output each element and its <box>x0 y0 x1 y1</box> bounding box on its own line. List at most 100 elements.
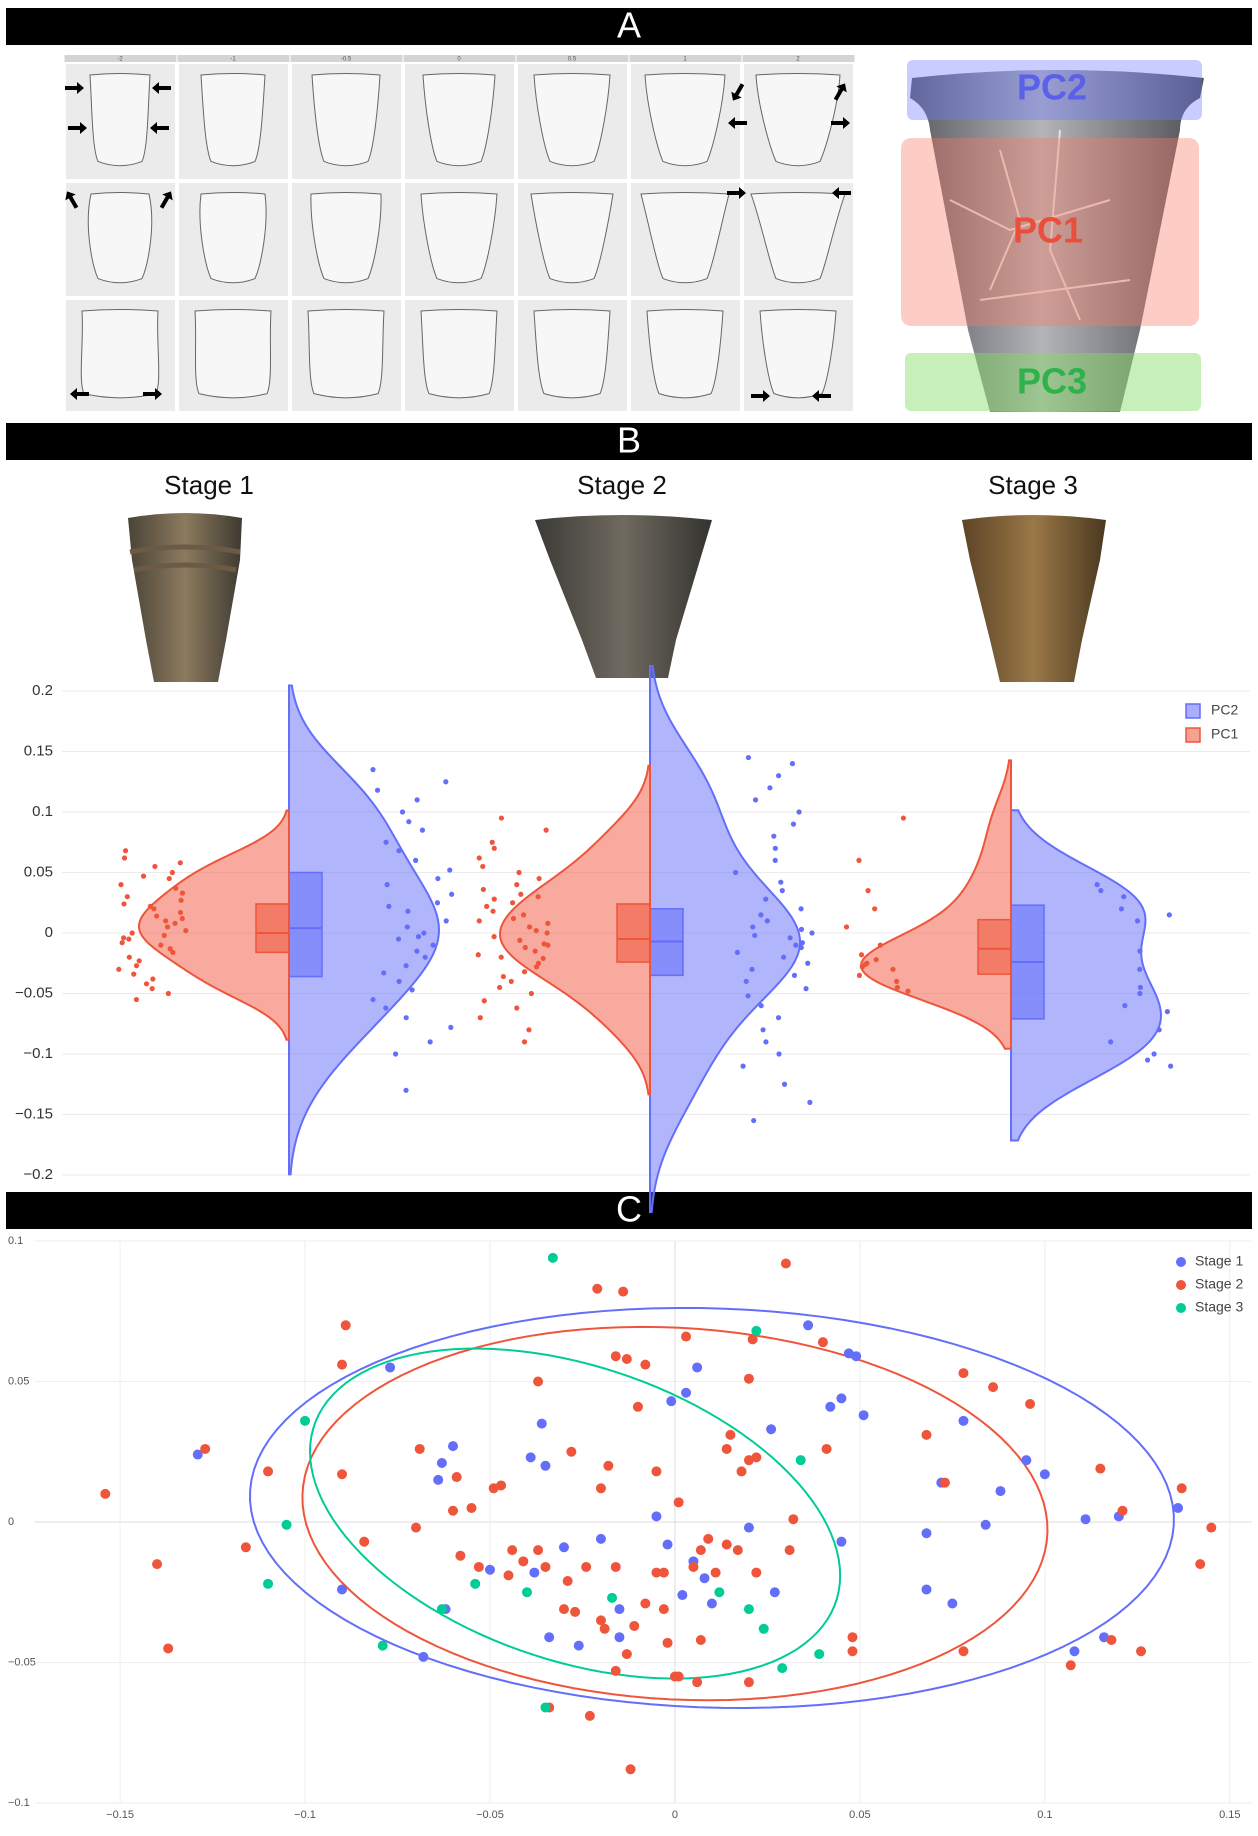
point <box>490 840 495 845</box>
point <box>405 909 410 914</box>
point <box>1121 894 1126 899</box>
point <box>148 904 153 909</box>
point <box>337 1360 347 1370</box>
point <box>423 955 428 960</box>
point <box>700 1573 710 1583</box>
point <box>100 1489 110 1499</box>
point <box>744 1523 754 1533</box>
point <box>178 898 183 903</box>
point <box>172 921 177 926</box>
point <box>1138 985 1143 990</box>
point <box>241 1542 251 1552</box>
point <box>448 1441 458 1451</box>
point <box>123 848 128 853</box>
point <box>663 1539 673 1549</box>
point <box>162 933 167 938</box>
box <box>978 920 1011 974</box>
point <box>421 930 426 935</box>
point <box>865 888 870 893</box>
point <box>443 779 448 784</box>
legend-label: Stage 1 <box>1195 1253 1243 1269</box>
point <box>170 950 175 955</box>
page: A B C -2-1-0.500.512 PC2 PC1 PC3 0.20.15… <box>0 0 1258 1836</box>
point <box>1025 1399 1035 1409</box>
point <box>696 1635 706 1645</box>
point <box>428 1039 433 1044</box>
point <box>674 1497 684 1507</box>
point <box>1206 1523 1216 1533</box>
point <box>659 1604 669 1614</box>
point <box>895 985 900 990</box>
point <box>416 934 421 939</box>
point <box>722 1539 732 1549</box>
point <box>805 961 810 966</box>
point <box>592 1284 602 1294</box>
point <box>1137 991 1142 996</box>
point <box>770 1587 780 1597</box>
point <box>958 1416 968 1426</box>
y-tick-label: 0.05 <box>8 1375 29 1387</box>
point <box>611 1351 621 1361</box>
y-tick-label: 0 <box>8 1516 14 1528</box>
point <box>127 955 132 960</box>
point <box>782 1082 787 1087</box>
point <box>130 930 135 935</box>
point <box>518 892 523 897</box>
point <box>430 943 435 948</box>
point <box>836 1393 846 1403</box>
point <box>688 1562 698 1572</box>
point <box>607 1593 617 1603</box>
shape-outline <box>760 310 836 398</box>
point <box>447 867 452 872</box>
point <box>370 997 375 1002</box>
point <box>449 892 454 897</box>
shape-grid-cells: -2-1-0.500.512 <box>62 55 854 412</box>
stage-pot <box>535 515 712 678</box>
point <box>767 785 772 790</box>
point <box>410 987 415 992</box>
point <box>544 1632 554 1642</box>
shape-outline <box>308 310 384 398</box>
point <box>765 918 770 923</box>
point <box>444 918 449 923</box>
point <box>405 924 410 929</box>
point <box>744 1604 754 1614</box>
column-label: -1 <box>230 57 236 63</box>
point <box>383 840 388 845</box>
point <box>121 935 126 940</box>
point <box>533 1545 543 1555</box>
x-tick-label: −0.15 <box>106 1809 134 1821</box>
panel-label: B <box>617 420 641 461</box>
point <box>511 916 516 921</box>
point <box>629 1621 639 1631</box>
point <box>714 1587 724 1597</box>
point <box>180 890 185 895</box>
point <box>178 910 183 915</box>
panel-label: A <box>617 5 641 46</box>
point <box>618 1287 628 1297</box>
point <box>874 957 879 962</box>
point <box>785 1545 795 1555</box>
point <box>474 1562 484 1572</box>
region-label: PC1 <box>1013 210 1083 251</box>
point <box>163 1643 173 1653</box>
point <box>1118 1506 1128 1516</box>
legend-swatch <box>1186 728 1200 742</box>
point <box>737 1466 747 1476</box>
point <box>758 912 763 917</box>
point <box>378 1641 388 1651</box>
point <box>1167 912 1172 917</box>
legend-marker <box>1176 1280 1186 1290</box>
point <box>818 1337 828 1347</box>
point <box>759 1003 764 1008</box>
point <box>666 1396 676 1406</box>
point <box>692 1677 702 1687</box>
point <box>1098 888 1103 893</box>
point <box>341 1320 351 1330</box>
y-tick-label: −0.05 <box>15 984 53 1001</box>
point <box>137 958 142 963</box>
y-tick-label: 0.1 <box>8 1235 23 1247</box>
point <box>152 1559 162 1569</box>
point <box>529 1568 539 1578</box>
point <box>563 1576 573 1586</box>
